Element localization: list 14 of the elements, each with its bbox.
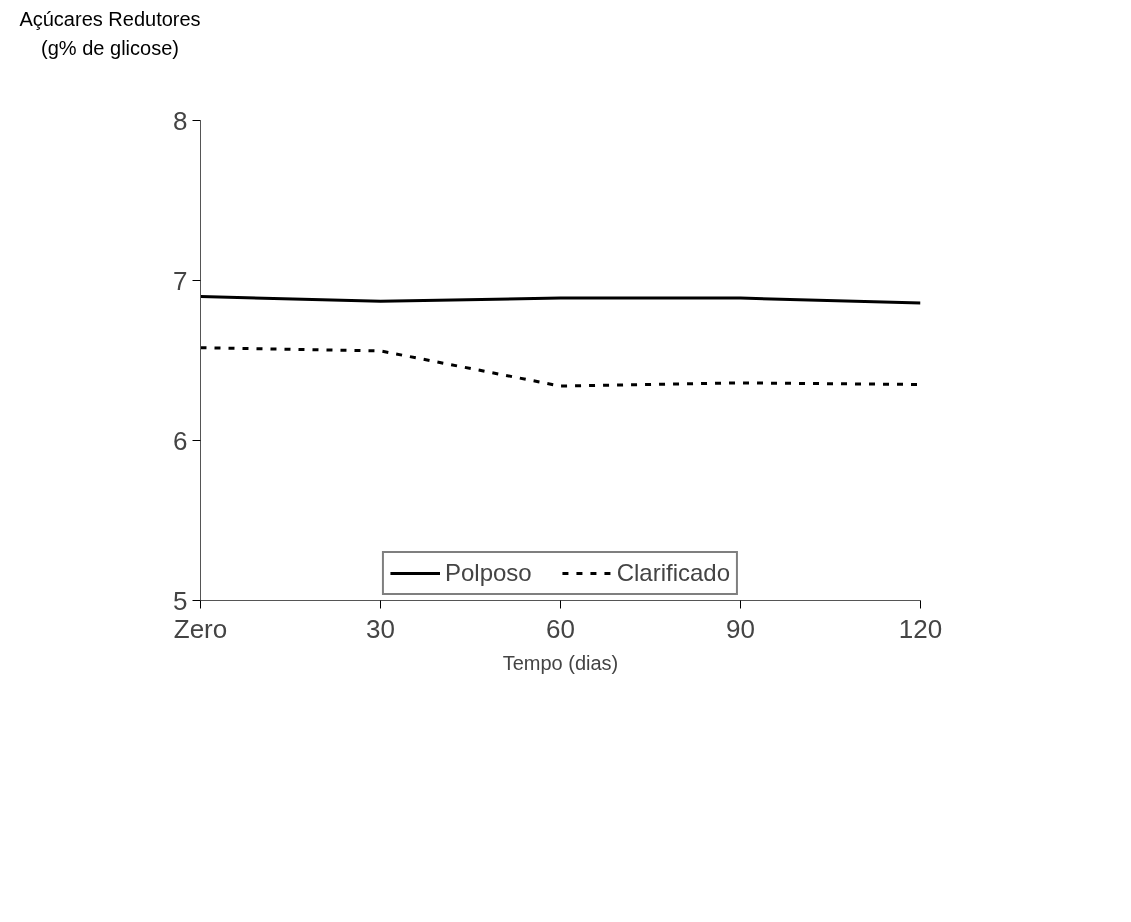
x-tick-label: 30 bbox=[366, 613, 395, 644]
x-axis-title: Tempo (dias) bbox=[502, 651, 619, 674]
y-tick-label: 7 bbox=[173, 265, 188, 296]
x-tick-label: 60 bbox=[546, 613, 575, 644]
y-axis-title: Açúcares Redutores (g% de glicose) bbox=[18, 7, 202, 61]
y-tick-label: 6 bbox=[173, 425, 188, 456]
y-tick-label: 5 bbox=[173, 585, 188, 616]
legend-label: Clarificado bbox=[616, 559, 731, 587]
y-tick-label: 8 bbox=[173, 105, 188, 136]
x-tick-label: Zero bbox=[173, 613, 228, 644]
line-series bbox=[200, 295, 921, 305]
x-tick-label: 90 bbox=[726, 613, 755, 644]
x-tick-label: 120 bbox=[898, 613, 943, 644]
legend-label: Polposo bbox=[444, 559, 532, 587]
